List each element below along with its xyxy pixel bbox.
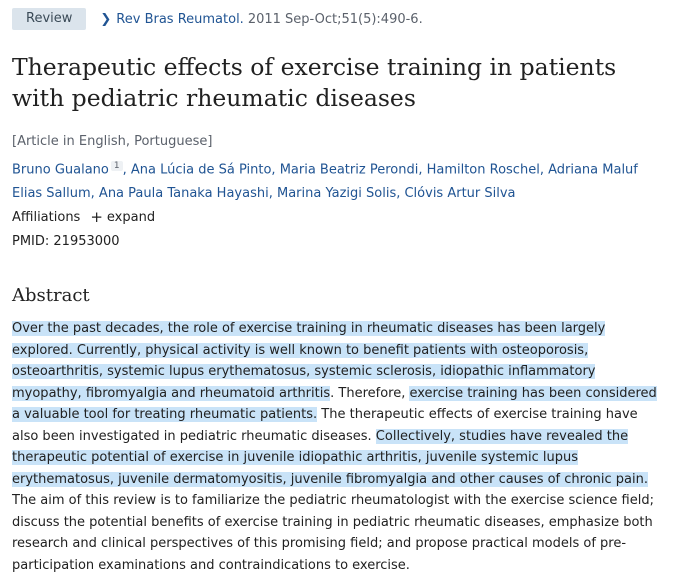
expand-label: expand (106, 210, 156, 225)
chevron-right-icon[interactable]: ❯ (100, 11, 112, 27)
author-link[interactable]: Marina Yazigi Solis (276, 186, 397, 202)
author-link[interactable]: Adriana Maluf Elias Sallum (12, 162, 638, 202)
affiliations-label: Affiliations (12, 210, 81, 225)
plus-icon: + (90, 208, 103, 226)
pmid: PMID: 21953000 (12, 234, 120, 249)
author-separator: , (271, 162, 280, 178)
abstract-segment: . Therefore, (330, 385, 410, 401)
author-separator: , (418, 162, 427, 178)
abstract-text: Over the past decades, the role of exerc… (12, 318, 664, 576)
affiliations-row: Affiliations + expand (12, 208, 156, 226)
author-separator: , (396, 186, 405, 202)
abstract-segment: The aim of this review is to familiarize… (12, 493, 654, 573)
language-note: [Article in English, Portuguese] (12, 134, 213, 149)
author-separator: , (268, 186, 277, 202)
author-link[interactable]: Ana Paula Tanaka Hayashi (98, 186, 269, 202)
affiliation-ref[interactable]: 1 (110, 161, 123, 171)
author-link[interactable]: Maria Beatriz Perondi (279, 162, 419, 178)
author-link[interactable]: Ana Lúcia de Sá Pinto (130, 162, 272, 178)
author-link[interactable]: Hamilton Roschel (426, 162, 540, 178)
abstract-segment: The therapeutic effects of exercise trai… (12, 407, 638, 444)
author-separator: , (90, 186, 99, 202)
author-separator: , (122, 162, 131, 178)
author-link[interactable]: Clóvis Artur Silva (404, 186, 516, 202)
author-link[interactable]: Bruno Gualano (12, 162, 109, 178)
abstract-heading: Abstract (12, 285, 90, 306)
journal-link[interactable]: Rev Bras Reumatol. (116, 11, 244, 27)
expand-affiliations-button[interactable]: + expand (90, 208, 156, 226)
review-badge: Review (12, 8, 87, 30)
citation-line: Review ❯ Rev Bras Reumatol. 2011 Sep-Oct… (12, 8, 423, 30)
citation-date: 2011 Sep-Oct;51(5):490-6. (247, 11, 423, 27)
article-title: Therapeutic effects of exercise training… (12, 53, 617, 112)
author-separator: , (539, 162, 549, 178)
author-list: Bruno Gualano 1, Ana Lúcia de Sá Pinto, M… (12, 154, 662, 206)
